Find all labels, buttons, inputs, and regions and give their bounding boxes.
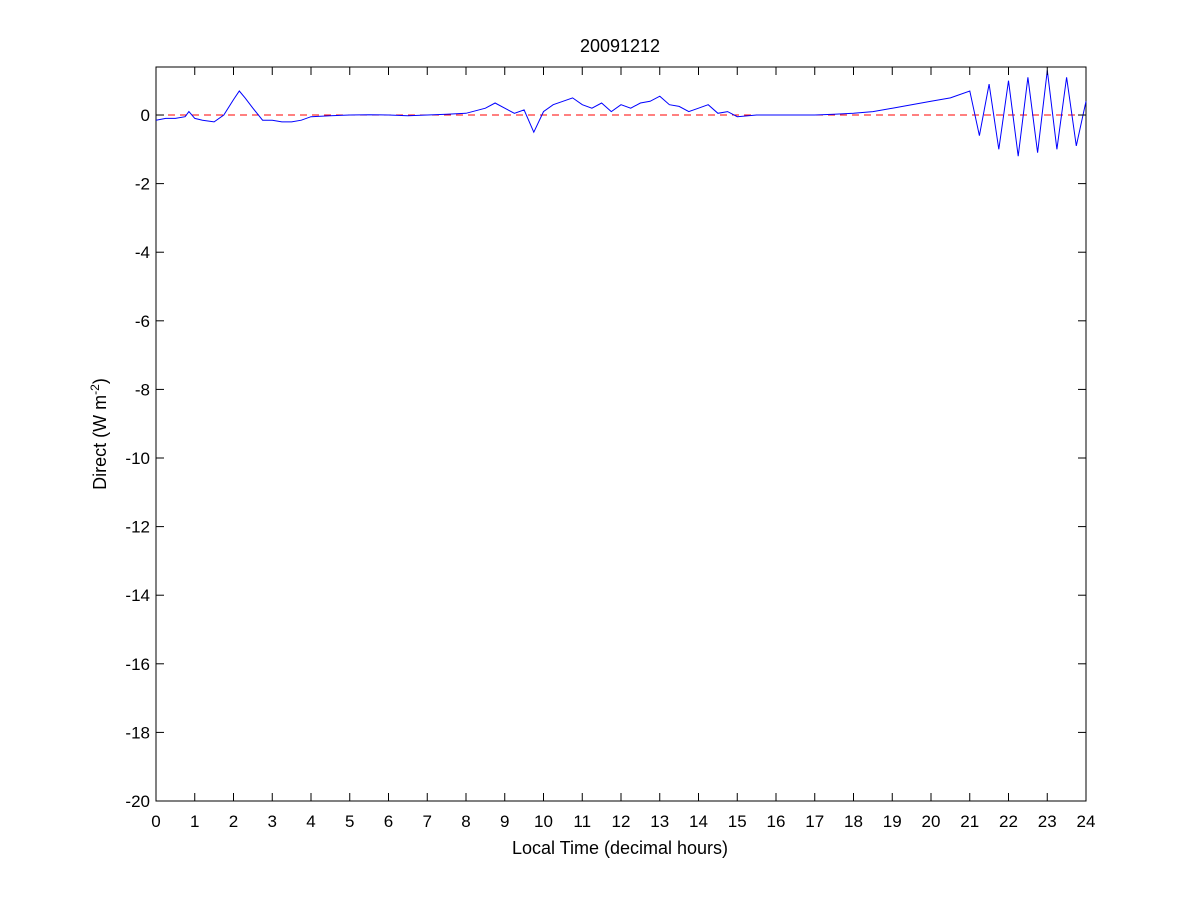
x-tick-label: 12 [612, 812, 631, 831]
y-tick-label: -18 [125, 723, 150, 742]
x-tick-label: 20 [922, 812, 941, 831]
x-tick-label: 18 [844, 812, 863, 831]
x-tick-label: 22 [999, 812, 1018, 831]
y-axis-label: Direct (W m-2) [88, 378, 110, 490]
x-tick-label: 5 [345, 812, 354, 831]
x-tick-label: 19 [883, 812, 902, 831]
x-tick-label: 15 [728, 812, 747, 831]
y-axis-label-superscript: -2 [88, 384, 102, 395]
y-tick-label: -16 [125, 655, 150, 674]
x-tick-label: 14 [689, 812, 708, 831]
x-tick-label: 11 [573, 812, 591, 831]
x-tick-label: 7 [423, 812, 432, 831]
tick-layer: 0 1 2 3 4 5 6 7 8 9 10 11 12 13 14 15 16 17 18 19 20 21 22 23 24… [125, 67, 1095, 831]
y-tick-label: 0 [141, 106, 150, 125]
x-tick-label: 0 [151, 812, 160, 831]
y-tick-label: -14 [125, 586, 150, 605]
series-line-0 [155, 70, 1087, 157]
y-tick-label: -2 [135, 175, 150, 194]
y-tick-label: -10 [125, 449, 150, 468]
y-tick-label: -4 [135, 243, 150, 262]
x-tick-label: 6 [384, 812, 393, 831]
y-tick-label: -8 [135, 380, 150, 399]
x-tick-label: 9 [500, 812, 509, 831]
x-tick-label: 8 [461, 812, 470, 831]
y-axis-label-base: Direct (W m [90, 395, 110, 490]
y-axis-label-close: ) [90, 378, 110, 384]
x-axis-label: Local Time (decimal hours) [512, 838, 728, 858]
chart-title: 20091212 [580, 36, 660, 56]
x-tick-label: 4 [306, 812, 315, 831]
x-tick-label: 1 [190, 812, 199, 831]
x-tick-label: 10 [534, 812, 553, 831]
y-tick-label: -20 [125, 792, 150, 811]
x-tick-label: 17 [805, 812, 824, 831]
y-tick-label: -6 [135, 312, 150, 331]
x-tick-label: 3 [268, 812, 277, 831]
x-tick-label: 23 [1038, 812, 1057, 831]
x-tick-label: 2 [229, 812, 238, 831]
x-tick-label: 13 [650, 812, 669, 831]
x-tick-label: 16 [767, 812, 786, 831]
x-tick-label: 24 [1077, 812, 1096, 831]
x-tick-label: 21 [960, 812, 979, 831]
y-tick-label: -12 [125, 518, 150, 537]
